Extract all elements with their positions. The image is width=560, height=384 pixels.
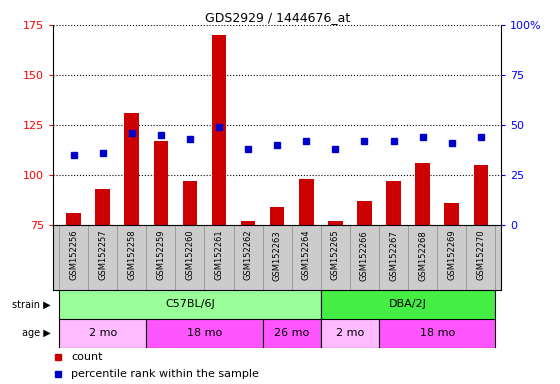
Bar [59,290,321,319]
Text: GSM152270: GSM152270 [477,230,486,280]
Text: 2 mo: 2 mo [88,328,117,338]
Text: GSM152261: GSM152261 [214,230,223,280]
Text: GSM152263: GSM152263 [273,230,282,281]
Bar [474,165,488,374]
Text: DBA/2J: DBA/2J [389,299,427,310]
Bar [357,201,372,374]
Bar [321,319,379,348]
Text: C57BL/6J: C57BL/6J [165,299,215,310]
Text: 2 mo: 2 mo [336,328,364,338]
Text: percentile rank within the sample: percentile rank within the sample [71,369,259,379]
Text: 26 mo: 26 mo [274,328,309,338]
Bar [183,181,197,374]
Text: GSM152258: GSM152258 [127,230,136,280]
Bar [321,290,496,319]
Text: count: count [71,352,102,362]
Text: GSM152264: GSM152264 [302,230,311,280]
Bar [386,181,401,374]
Bar [299,179,314,374]
Text: 18 mo: 18 mo [419,328,455,338]
Bar [445,203,459,374]
Bar [379,319,496,348]
Text: 18 mo: 18 mo [187,328,222,338]
Bar [95,189,110,374]
Text: GSM152266: GSM152266 [360,230,369,281]
Text: GSM152259: GSM152259 [156,230,165,280]
Bar [241,221,255,374]
Bar [146,319,263,348]
Text: GSM152260: GSM152260 [185,230,194,280]
Bar [263,319,321,348]
Text: age ▶: age ▶ [22,328,50,338]
Bar [124,113,139,374]
Text: GSM152265: GSM152265 [331,230,340,280]
Text: strain ▶: strain ▶ [12,299,50,310]
Bar [212,35,226,374]
Bar [416,163,430,374]
Bar [328,221,343,374]
Text: GSM152256: GSM152256 [69,230,78,280]
Bar [270,207,284,374]
Bar [66,213,81,374]
Text: GSM152269: GSM152269 [447,230,456,280]
Bar [59,319,146,348]
Title: GDS2929 / 1444676_at: GDS2929 / 1444676_at [204,11,350,24]
Text: GSM152257: GSM152257 [98,230,107,280]
Text: GSM152267: GSM152267 [389,230,398,281]
Bar [153,141,168,374]
Text: GSM152262: GSM152262 [244,230,253,280]
Text: GSM152268: GSM152268 [418,230,427,281]
